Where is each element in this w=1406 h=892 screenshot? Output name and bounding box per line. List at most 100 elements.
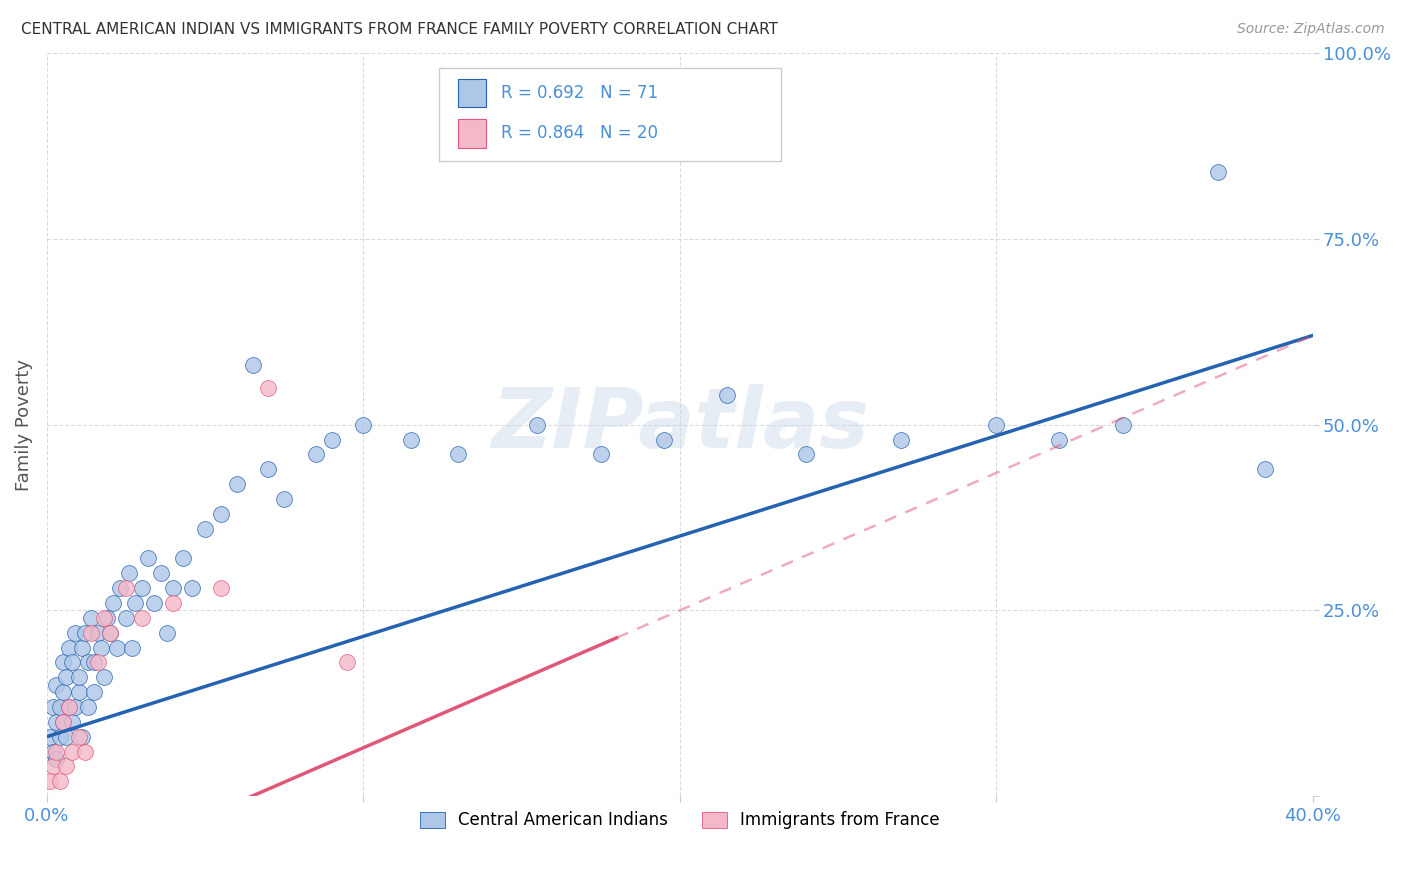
Point xyxy=(86,656,108,670)
Point xyxy=(181,581,204,595)
Point xyxy=(70,730,93,744)
Text: R = 0.692   N = 71: R = 0.692 N = 71 xyxy=(502,85,658,103)
Point xyxy=(65,625,87,640)
Point xyxy=(209,581,232,595)
Point xyxy=(77,700,100,714)
Point xyxy=(93,670,115,684)
Point xyxy=(1206,165,1229,179)
Point xyxy=(352,417,374,432)
Point xyxy=(58,700,80,714)
Point xyxy=(73,745,96,759)
Point xyxy=(194,522,217,536)
Point xyxy=(162,596,184,610)
Point xyxy=(526,417,548,432)
Text: Source: ZipAtlas.com: Source: ZipAtlas.com xyxy=(1237,22,1385,37)
Point xyxy=(48,774,70,789)
Point xyxy=(48,700,70,714)
Point xyxy=(589,447,612,461)
Point xyxy=(60,656,83,670)
Point xyxy=(716,388,738,402)
Point xyxy=(42,745,65,759)
Point xyxy=(39,730,62,744)
Point xyxy=(45,714,67,729)
Point xyxy=(93,611,115,625)
Point xyxy=(70,640,93,655)
Point xyxy=(55,670,77,684)
Point xyxy=(83,656,105,670)
Point xyxy=(305,447,328,461)
Point xyxy=(115,611,138,625)
Point xyxy=(136,551,159,566)
Point xyxy=(124,596,146,610)
Point xyxy=(273,491,295,506)
Point xyxy=(794,447,817,461)
Point xyxy=(257,462,280,476)
Point xyxy=(60,714,83,729)
Point xyxy=(58,700,80,714)
Text: R = 0.864   N = 20: R = 0.864 N = 20 xyxy=(502,125,658,143)
Point xyxy=(52,714,75,729)
Point xyxy=(131,611,153,625)
FancyBboxPatch shape xyxy=(458,79,486,107)
Point xyxy=(98,625,121,640)
Point xyxy=(42,700,65,714)
Point xyxy=(80,611,103,625)
Point xyxy=(83,685,105,699)
Y-axis label: Family Poverty: Family Poverty xyxy=(15,359,32,491)
Point xyxy=(1254,462,1277,476)
Text: ZIPatlas: ZIPatlas xyxy=(491,384,869,465)
Point xyxy=(986,417,1008,432)
FancyBboxPatch shape xyxy=(439,68,780,161)
Text: CENTRAL AMERICAN INDIAN VS IMMIGRANTS FROM FRANCE FAMILY POVERTY CORRELATION CHA: CENTRAL AMERICAN INDIAN VS IMMIGRANTS FR… xyxy=(21,22,778,37)
Point xyxy=(399,433,422,447)
Point xyxy=(73,625,96,640)
Point xyxy=(149,566,172,581)
Point xyxy=(225,477,247,491)
Point xyxy=(96,611,118,625)
Point xyxy=(131,581,153,595)
Point xyxy=(121,640,143,655)
Point xyxy=(45,678,67,692)
Point xyxy=(52,656,75,670)
FancyBboxPatch shape xyxy=(458,120,486,147)
Point xyxy=(67,685,90,699)
Point xyxy=(209,507,232,521)
Point xyxy=(115,581,138,595)
Point xyxy=(172,551,194,566)
Point xyxy=(45,752,67,766)
Point xyxy=(67,730,90,744)
Point xyxy=(39,774,62,789)
Point xyxy=(447,447,470,461)
Point xyxy=(58,640,80,655)
Point xyxy=(55,759,77,773)
Point xyxy=(1112,417,1135,432)
Point xyxy=(67,670,90,684)
Point xyxy=(1049,433,1071,447)
Point xyxy=(65,700,87,714)
Point xyxy=(156,625,179,640)
Point xyxy=(77,656,100,670)
Point xyxy=(55,730,77,744)
Point xyxy=(98,625,121,640)
Point xyxy=(103,596,125,610)
Point xyxy=(48,730,70,744)
Point xyxy=(257,380,280,394)
Point xyxy=(60,745,83,759)
Point xyxy=(42,759,65,773)
Point xyxy=(108,581,131,595)
Point xyxy=(45,745,67,759)
Point xyxy=(162,581,184,595)
Point xyxy=(321,433,343,447)
Point xyxy=(80,625,103,640)
Point xyxy=(52,685,75,699)
Legend: Central American Indians, Immigrants from France: Central American Indians, Immigrants fro… xyxy=(413,805,946,836)
Point xyxy=(890,433,912,447)
Point xyxy=(118,566,141,581)
Point xyxy=(336,656,359,670)
Point xyxy=(86,625,108,640)
Point xyxy=(143,596,166,610)
Point xyxy=(90,640,112,655)
Point xyxy=(652,433,675,447)
Point xyxy=(105,640,128,655)
Point xyxy=(52,714,75,729)
